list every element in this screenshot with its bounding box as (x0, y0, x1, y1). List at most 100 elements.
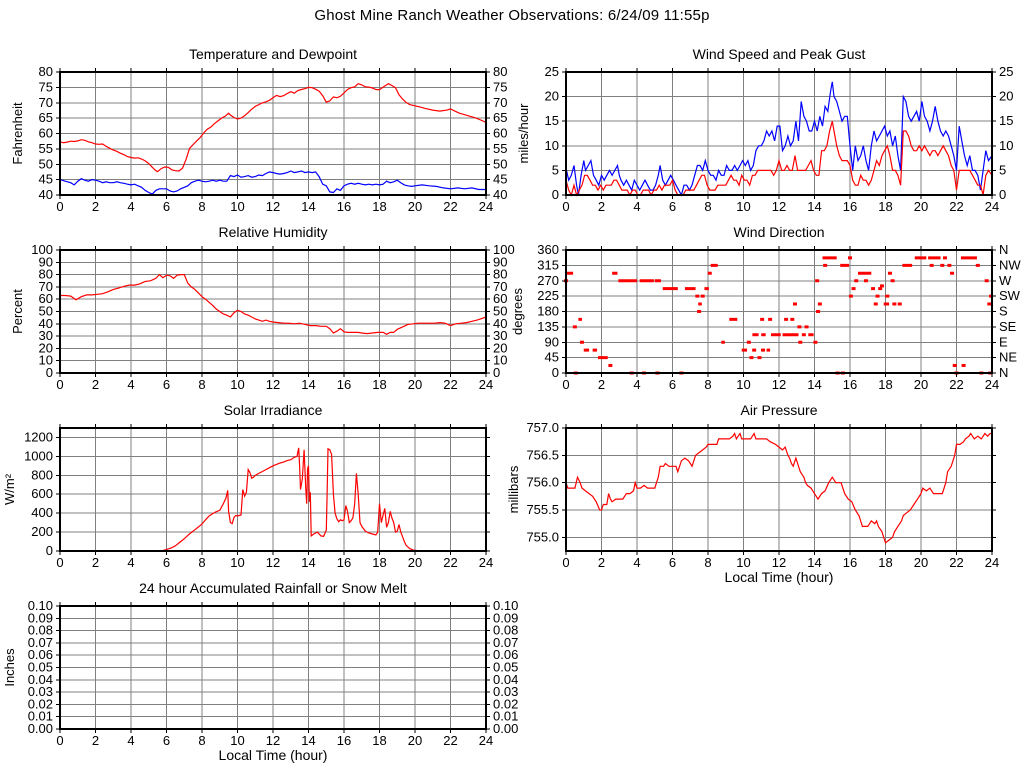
y-tick-label: 80 (39, 64, 53, 79)
wind-direction-dot (942, 256, 947, 260)
y-tick-label-right: 60 (493, 291, 507, 306)
x-tick-label: 22 (443, 555, 457, 570)
y-tick-label-right: 20 (493, 340, 507, 355)
y-tick-label: 200 (31, 524, 53, 539)
y-tick-label-right: 0.07 (493, 635, 518, 650)
page-title: Ghost Mine Ranch Weather Observations: 6… (314, 7, 710, 24)
x-tick-label: 16 (843, 377, 857, 392)
y-tick-label: 100 (31, 242, 53, 257)
y-tick-label: 0 (552, 365, 559, 380)
y-tick-label: 755.0 (526, 529, 559, 544)
y-tick-label: 0.00 (28, 721, 53, 736)
wind-direction-dot (848, 256, 852, 260)
x-tick-label: 14 (807, 199, 821, 214)
x-tick-label: 8 (198, 377, 205, 392)
compass-label: NE (999, 350, 1017, 365)
y-tick-label: 65 (39, 110, 53, 125)
x-tick-label: 10 (230, 199, 244, 214)
x-tick-label: 2 (598, 199, 605, 214)
temperature-series (59, 83, 487, 173)
wind-direction-dot (885, 294, 890, 298)
x-tick-label: 20 (914, 199, 928, 214)
x-tick-label: 10 (736, 199, 750, 214)
y-tick-label: 45 (39, 172, 53, 187)
y-tick-label: 0.07 (28, 635, 53, 650)
y-tick-label: 10 (545, 138, 559, 153)
wind-direction-dot (929, 263, 934, 267)
x-tick-label: 10 (230, 733, 244, 748)
wind-direction-dot (813, 340, 818, 344)
wind-direction-dot (815, 279, 820, 283)
x-tick-label: 24 (985, 555, 999, 570)
x-tick-label: 2 (92, 199, 99, 214)
x-tick-label: 0 (56, 733, 63, 748)
y-tick-label: 270 (537, 273, 559, 288)
y-tick-label-right: 55 (493, 141, 507, 156)
y-tick-label: 20 (545, 89, 559, 104)
air-pressure-series (565, 432, 992, 544)
x-tick-label: 20 (408, 555, 422, 570)
compass-label: W (999, 273, 1012, 288)
y-tick-label: 5 (552, 162, 559, 177)
wind-direction-dot (823, 263, 828, 267)
x-tick-label: 14 (301, 733, 315, 748)
wind-direction-dot (797, 325, 802, 329)
y-tick-label-right: 0.10 (493, 598, 518, 613)
x-tick-label: 0 (562, 377, 569, 392)
y-tick-label: 45 (545, 350, 559, 365)
x-tick-label: 18 (372, 377, 386, 392)
y-tick-label-right: 50 (493, 304, 507, 319)
chart-title: 24 hour Accumulated Rainfall or Snow Mel… (139, 580, 407, 596)
y-tick-label: 757.0 (526, 420, 559, 435)
y-axis-label: millibars (506, 465, 521, 513)
y-tick-label: 0.10 (28, 598, 53, 613)
wind-direction-dot (940, 263, 945, 267)
x-tick-label: 8 (704, 377, 711, 392)
y-tick-label-right: 0 (999, 187, 1006, 202)
y-tick-label-right: 0.01 (493, 709, 518, 724)
wind-direction-dot (798, 340, 803, 344)
y-tick-label: 0.09 (28, 610, 53, 625)
y-tick-label-right: 40 (493, 316, 507, 331)
x-tick-label: 10 (736, 377, 750, 392)
wind-direction-dot (784, 317, 789, 321)
y-tick-label-right: 70 (493, 95, 507, 110)
x-axis-label: Local Time (hour) (725, 569, 834, 585)
y-tick-label: 50 (39, 156, 53, 171)
y-tick-label-right: 60 (493, 126, 507, 141)
grid-lines (566, 428, 992, 551)
compass-label: E (999, 334, 1008, 349)
x-axis-label: Local Time (hour) (219, 747, 328, 763)
y-tick-label: 55 (39, 141, 53, 156)
wind-direction-dot (961, 363, 966, 367)
wind-direction-dot (816, 310, 821, 313)
y-tick-label: 1000 (24, 448, 53, 463)
x-tick-label: 18 (372, 733, 386, 748)
x-tick-label: 14 (807, 555, 821, 570)
x-tick-label: 4 (127, 733, 134, 748)
wind-direction-dot (697, 310, 702, 313)
compass-label: SW (999, 288, 1021, 303)
y-tick-label: 315 (537, 257, 559, 272)
wind-direction-dot (746, 340, 751, 344)
y-tick-label-right: 40 (493, 187, 507, 202)
wind-direction-dot (848, 294, 853, 298)
wind-direction-dot (761, 348, 766, 352)
y-tick-label-right: 30 (493, 328, 507, 343)
wind-direction-dot (975, 263, 980, 267)
y-tick-label-right: 75 (493, 79, 507, 94)
y-tick-label: 50 (39, 304, 53, 319)
y-axis-label: degrees (510, 288, 525, 335)
wind-direction-dot (804, 325, 809, 329)
y-tick-label: 135 (537, 319, 559, 334)
wind-direction-dot (879, 284, 884, 288)
x-tick-label: 20 (408, 199, 422, 214)
x-tick-label: 14 (807, 377, 821, 392)
y-tick-label: 0.01 (28, 709, 53, 724)
x-tick-label: 24 (985, 377, 999, 392)
x-tick-label: 22 (443, 199, 457, 214)
